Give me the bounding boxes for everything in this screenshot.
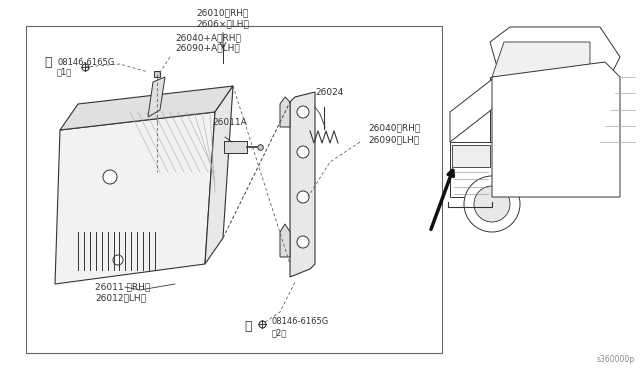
Text: （1）: （1） xyxy=(57,67,72,77)
Circle shape xyxy=(113,255,123,265)
Text: 26090+A（LH）: 26090+A（LH） xyxy=(175,43,240,52)
Polygon shape xyxy=(290,92,315,277)
Text: s360000p: s360000p xyxy=(597,355,635,364)
Text: 26040+A（RH）: 26040+A（RH） xyxy=(175,33,241,42)
Polygon shape xyxy=(280,224,290,257)
Text: Ⓐ: Ⓐ xyxy=(244,321,252,334)
Text: （2）: （2） xyxy=(272,328,287,337)
Text: 26090（LH）: 26090（LH） xyxy=(368,135,419,144)
Polygon shape xyxy=(490,27,620,77)
Polygon shape xyxy=(205,86,233,264)
Text: 26010（RH）: 26010（RH） xyxy=(197,8,249,17)
Circle shape xyxy=(464,176,520,232)
Text: 2606×（LH）: 2606×（LH） xyxy=(196,19,250,28)
Polygon shape xyxy=(60,86,233,130)
Polygon shape xyxy=(450,142,492,197)
Text: 26040（RH）: 26040（RH） xyxy=(368,123,420,132)
Polygon shape xyxy=(490,77,505,197)
Polygon shape xyxy=(280,97,290,127)
Circle shape xyxy=(297,191,309,203)
Polygon shape xyxy=(492,62,620,197)
Text: 26012（LH）: 26012（LH） xyxy=(95,293,146,302)
Polygon shape xyxy=(55,112,215,284)
Text: Ⓐ: Ⓐ xyxy=(44,55,52,68)
Polygon shape xyxy=(224,141,247,153)
Text: 08146-6165G: 08146-6165G xyxy=(272,317,329,327)
Polygon shape xyxy=(450,77,495,142)
Bar xyxy=(26,26,442,353)
Circle shape xyxy=(474,186,510,222)
Bar xyxy=(452,145,490,167)
Polygon shape xyxy=(148,77,165,117)
Text: 08146-6165G: 08146-6165G xyxy=(57,58,115,67)
Circle shape xyxy=(297,146,309,158)
Circle shape xyxy=(297,106,309,118)
Text: 26011 （RH）: 26011 （RH） xyxy=(95,282,150,291)
Polygon shape xyxy=(492,42,590,77)
Text: 26011A: 26011A xyxy=(212,118,247,127)
Circle shape xyxy=(297,236,309,248)
Text: 26024: 26024 xyxy=(315,88,344,97)
Circle shape xyxy=(103,170,117,184)
